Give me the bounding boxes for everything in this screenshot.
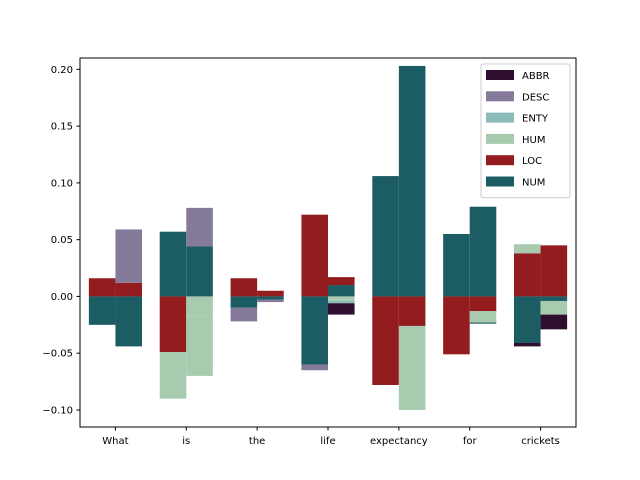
y-tick-label: 0.05 <box>51 235 73 246</box>
bar-the-right-num-1 <box>257 296 284 300</box>
bar-life-right-num-0 <box>328 285 355 297</box>
x-tick-label-expectancy: expectancy <box>370 436 428 447</box>
bar-is-right-num-0 <box>186 246 213 297</box>
bar-is-right-hum-2 <box>186 296 213 316</box>
legend-label-loc: LOC <box>522 156 542 167</box>
bar-crickets-right-loc-0 <box>540 245 568 297</box>
bar-What-right-loc-0 <box>115 282 142 297</box>
legend-label-abbr: ABBR <box>522 71 550 82</box>
bar-the-right-desc-2 <box>257 299 284 303</box>
bar-expectancy-left-num-0 <box>372 176 399 297</box>
bar-the-left-desc-2 <box>230 307 258 322</box>
y-tick-label: 0.00 <box>51 292 73 303</box>
bar-What-left-loc-0 <box>88 278 116 297</box>
bar-is-left-num-0 <box>159 231 187 297</box>
bar-crickets-right-abbr-3 <box>540 314 568 330</box>
bar-the-left-loc-0 <box>230 278 258 297</box>
x-tick-label-crickets: crickets <box>521 436 560 447</box>
legend-swatch-hum <box>486 133 514 144</box>
bars-layer <box>88 65 568 410</box>
bar-the-left-num-1 <box>230 296 258 308</box>
bar-life-left-loc-0 <box>301 214 328 297</box>
bar-the-right-loc-0 <box>257 290 284 297</box>
legend-swatch-abbr <box>486 70 514 80</box>
bar-crickets-right-num-1 <box>540 296 568 301</box>
bar-life-left-num-1 <box>301 296 328 365</box>
bar-crickets-right-hum-2 <box>540 300 568 315</box>
bar-for-left-num-0 <box>443 233 470 297</box>
x-tick-label-is: is <box>182 436 190 447</box>
bar-life-left-desc-2 <box>301 364 328 371</box>
bar-expectancy-right-hum-2 <box>398 325 426 410</box>
bar-for-right-num-0 <box>469 206 497 297</box>
legend-swatch-enty <box>486 112 514 123</box>
bar-expectancy-right-loc-1 <box>398 296 426 326</box>
legend-label-desc: DESC <box>522 92 549 103</box>
bar-for-left-loc-1 <box>443 296 470 355</box>
x-tick-label-life: life <box>320 436 335 447</box>
bar-for-right-loc-1 <box>469 296 497 312</box>
bar-life-right-hum-2 <box>328 296 355 301</box>
bar-is-right-hum-4 <box>186 315 213 376</box>
bar-crickets-left-hum-1 <box>514 244 541 254</box>
bar-is-left-loc-1 <box>159 296 187 353</box>
legend-swatch-num <box>486 176 514 187</box>
x-tick-label-for: for <box>463 436 478 447</box>
bar-is-left-hum-2 <box>159 352 187 399</box>
y-tick-label: 0.15 <box>51 122 73 133</box>
legend: ABBR DESC ENTY HUM LOC NUM <box>480 63 571 199</box>
bar-life-right-enty-3 <box>328 300 355 304</box>
bar-What-right-num-2 <box>115 296 142 347</box>
bar-crickets-left-num-2 <box>514 296 541 343</box>
x-tick-label-What: What <box>102 436 128 447</box>
bar-What-right-desc-1 <box>115 229 142 283</box>
bar-is-right-desc-1 <box>186 207 213 247</box>
bar-for-right-hum-2 <box>469 311 497 323</box>
legend-label-hum: HUM <box>522 135 545 146</box>
bar-life-right-loc-1 <box>328 277 355 286</box>
x-tick-label-the: the <box>249 436 265 447</box>
bar-expectancy-left-loc-1 <box>372 296 399 385</box>
y-tick-label: −0.05 <box>42 349 73 360</box>
legend-swatch-desc <box>486 91 514 102</box>
axes-layer: −0.10 −0.05 0.00 0.05 0.10 0.15 0.20 What is the l… <box>42 57 577 447</box>
bar-for-right-num-3 <box>469 322 497 324</box>
y-tick-label: −0.10 <box>42 405 73 416</box>
y-tick-label: 0.20 <box>51 65 73 76</box>
bar-life-right-abbr-4 <box>328 303 355 315</box>
legend-label-enty: ENTY <box>522 114 549 125</box>
bar-crickets-left-abbr-3 <box>514 342 541 347</box>
legend-label-num: NUM <box>522 178 545 189</box>
bar-What-left-num-1 <box>88 296 116 325</box>
legend-swatch-loc <box>486 155 514 166</box>
y-tick-label: 0.10 <box>51 178 73 189</box>
bar-crickets-left-loc-0 <box>514 253 541 297</box>
bar-expectancy-right-num-0 <box>398 65 426 297</box>
